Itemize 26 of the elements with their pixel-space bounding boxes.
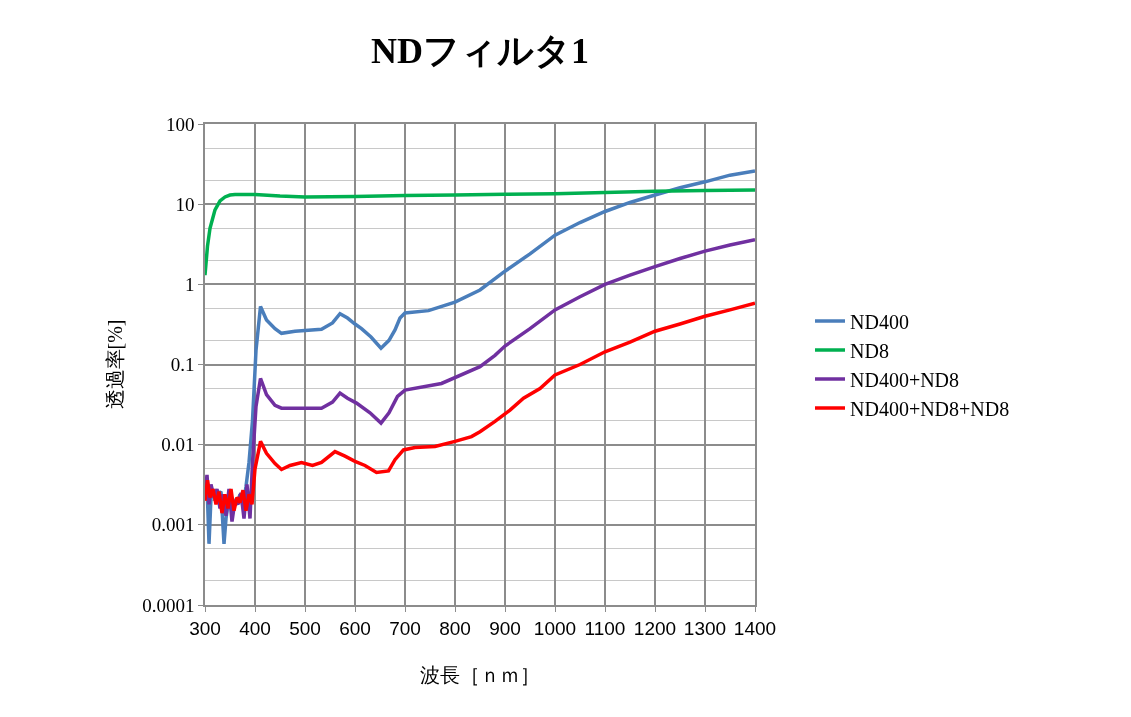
- x-tick-label: 1400: [733, 617, 777, 639]
- legend-label: ND400: [850, 310, 909, 333]
- x-tick-label: 700: [389, 617, 421, 639]
- x-tick-label: 800: [439, 617, 471, 639]
- legend-label: ND400+ND8+ND8: [850, 397, 1010, 420]
- x-tick-label: 900: [489, 617, 521, 639]
- x-tick-label: 500: [289, 617, 321, 639]
- x-axis-title: 波長［ｎｍ］: [420, 663, 540, 686]
- x-tick-label: 1100: [584, 617, 626, 639]
- x-tick-label: 300: [189, 617, 221, 639]
- y-axis-title: 透過率[%]: [104, 319, 127, 410]
- x-tick-label: 1300: [683, 617, 727, 639]
- y-tick-label: 0.001: [151, 514, 195, 536]
- x-tick-label: 400: [239, 617, 271, 639]
- y-tick-label: 100: [165, 113, 195, 135]
- y-tick-label: 0.1: [170, 354, 195, 376]
- legend-label: ND8: [850, 339, 889, 362]
- x-tick-label: 1000: [533, 617, 577, 639]
- x-tick-label: 600: [339, 617, 371, 639]
- y-tick-label: 0.0001: [142, 594, 195, 616]
- chart-title: NDフィルタ1: [371, 30, 589, 71]
- x-tick-label: 1200: [633, 617, 677, 639]
- legend-label: ND400+ND8: [850, 368, 960, 391]
- y-tick-label: 0.01: [161, 434, 195, 456]
- y-tick-label: 1: [184, 273, 195, 295]
- y-tick-label: 10: [175, 193, 195, 215]
